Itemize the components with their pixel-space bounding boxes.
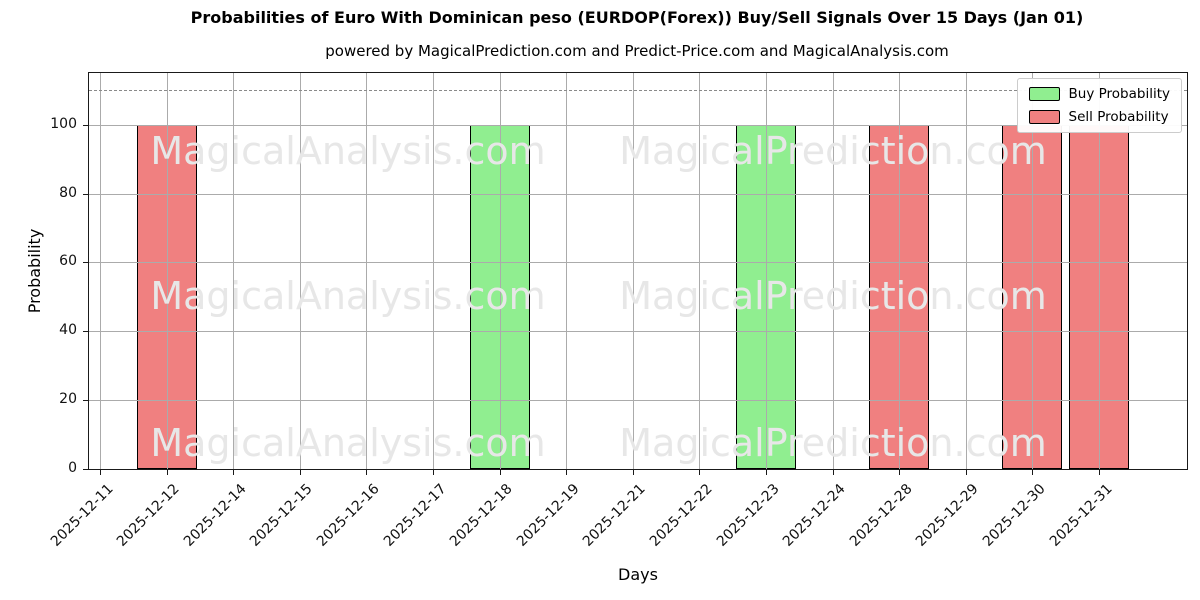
x-axis-tick <box>632 469 634 475</box>
x-axis-tick <box>499 469 501 475</box>
x-tick-label: 2025-12-17 <box>380 481 450 550</box>
grid-line-horizontal <box>89 124 1187 126</box>
grid-line-vertical <box>366 73 368 469</box>
bar-buy <box>736 124 796 469</box>
grid-line-vertical <box>233 73 235 469</box>
x-tick-label: 2025-12-24 <box>780 481 849 550</box>
x-axis-tick <box>766 469 767 475</box>
x-tick-label: 2025-12-29 <box>913 481 983 550</box>
x-tick-label: 2025-12-30 <box>979 481 1049 550</box>
grid-line-vertical <box>433 73 434 469</box>
x-tick-label: 2025-12-14 <box>180 481 250 550</box>
y-axis-tick <box>83 193 89 195</box>
plot-area: Buy Probability Sell Probability Days Pr… <box>25 72 1188 584</box>
grid-line-vertical <box>566 73 568 469</box>
legend: Buy Probability Sell Probability <box>1016 78 1182 133</box>
x-tick-label: 2025-12-23 <box>713 481 783 550</box>
legend-label-sell: Sell Probability <box>1068 109 1169 125</box>
grid-line-vertical <box>899 73 901 469</box>
grid-line-horizontal <box>89 193 1187 195</box>
y-axis-tick <box>83 124 89 126</box>
y-axis-label: Probability <box>25 228 44 314</box>
threshold-dashed-line <box>89 90 1187 92</box>
x-axis-tick <box>100 469 101 475</box>
x-tick-label: 2025-12-18 <box>447 481 516 550</box>
chart-title: Probabilities of Euro With Dominican pes… <box>190 8 1084 27</box>
x-tick-label: 2025-12-22 <box>646 481 716 550</box>
x-axis-tick <box>233 469 235 475</box>
y-tick-label: 80 <box>59 184 77 201</box>
x-axis-label: Days <box>618 565 658 584</box>
x-axis-tick <box>566 469 568 475</box>
grid-line-vertical <box>499 73 501 469</box>
y-axis-tick <box>83 331 89 333</box>
x-axis-tick <box>1099 469 1100 475</box>
grid-line-vertical <box>766 73 767 469</box>
x-axis-tick <box>166 469 168 475</box>
grid-line-vertical <box>166 73 168 469</box>
grid-line-vertical <box>100 73 101 469</box>
x-axis-tick <box>965 469 967 475</box>
y-axis-tick <box>83 469 89 470</box>
legend-item-sell: Sell Probability <box>1028 109 1170 125</box>
x-tick-label: 2025-12-16 <box>313 481 383 550</box>
x-tick-label: 2025-12-19 <box>513 481 583 550</box>
legend-swatch-sell-icon <box>1028 110 1060 124</box>
x-axis-tick <box>1032 469 1034 475</box>
y-axis-tick <box>83 262 89 264</box>
x-tick-label: 2025-12-28 <box>846 481 916 550</box>
x-tick-label: 2025-12-31 <box>1046 481 1116 550</box>
x-tick-label: 2025-12-21 <box>580 481 650 550</box>
x-axis-tick <box>832 469 834 475</box>
legend-label-buy: Buy Probability <box>1068 86 1170 102</box>
y-tick-label: 40 <box>59 322 77 339</box>
legend-item-buy: Buy Probability <box>1028 86 1170 102</box>
x-tick-label: 2025-12-15 <box>247 481 317 550</box>
grid-line-horizontal <box>89 331 1187 333</box>
x-tick-label: 2025-12-12 <box>114 481 183 550</box>
grid-line-horizontal <box>89 262 1187 264</box>
x-axis-tick <box>299 469 301 475</box>
grid-line-vertical <box>299 73 301 469</box>
grid-line-vertical <box>632 73 634 469</box>
x-axis-tick <box>699 469 701 475</box>
x-axis-tick <box>366 469 368 475</box>
y-axis-tick <box>83 400 89 402</box>
chart-subtitle: powered by MagicalPrediction.com and Pre… <box>325 42 949 60</box>
legend-swatch-buy-icon <box>1028 87 1060 101</box>
y-tick-label: 60 <box>59 253 77 270</box>
y-tick-label: 20 <box>59 391 77 408</box>
grid-line-horizontal <box>89 400 1187 402</box>
grid-line-vertical <box>699 73 701 469</box>
y-tick-label: 0 <box>68 460 77 476</box>
grid-line-vertical <box>832 73 834 469</box>
x-tick-label: 2025-12-11 <box>47 481 117 550</box>
x-axis-tick <box>433 469 434 475</box>
grid-line-vertical <box>1099 73 1100 469</box>
y-tick-label: 100 <box>50 115 77 132</box>
bar-sell <box>1069 124 1129 469</box>
x-axis-tick <box>899 469 901 475</box>
grid-line-vertical <box>1032 73 1034 469</box>
grid-line-vertical <box>965 73 967 469</box>
